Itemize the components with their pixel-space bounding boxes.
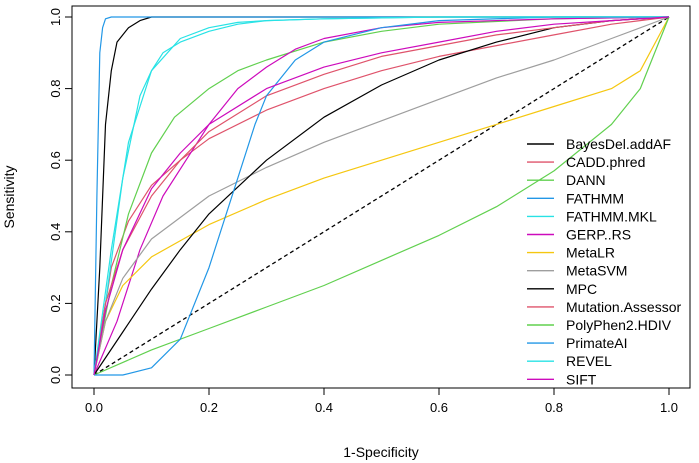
legend-label: DANN bbox=[566, 172, 606, 188]
legend-label: Mutation.Assessor bbox=[566, 299, 681, 315]
plot-frame bbox=[71, 5, 691, 389]
series-line-sift bbox=[93, 16, 670, 376]
x-tick-label: 0.2 bbox=[200, 400, 218, 415]
y-tick-label: 1.0 bbox=[48, 8, 63, 26]
series-line-primateai bbox=[94, 16, 669, 376]
y-tick-label: 0.8 bbox=[48, 80, 63, 98]
legend-label: MetaLR bbox=[566, 245, 615, 261]
y-axis-title: Sensitivity bbox=[1, 165, 17, 228]
legend-label: SIFT bbox=[566, 371, 597, 387]
x-tick-label: 0.6 bbox=[430, 400, 448, 415]
legend-label: GERP..RS bbox=[566, 227, 631, 243]
y-axis: 0.0 0.2 0.4 0.6 0.8 1.0 bbox=[48, 8, 72, 384]
y-tick-label: 0.4 bbox=[48, 223, 63, 241]
series-line-dann bbox=[93, 16, 670, 376]
series-line-gerp-rs bbox=[93, 16, 670, 376]
legend-label: PrimateAI bbox=[566, 335, 627, 351]
x-tick-label: 0.0 bbox=[85, 400, 103, 415]
series-group bbox=[93, 16, 670, 376]
x-axis: 0.0 0.2 0.4 0.6 0.8 1.0 bbox=[85, 388, 678, 415]
series-line-revel bbox=[93, 16, 669, 376]
legend-label: FATHMM bbox=[566, 190, 624, 206]
y-tick-label: 0.0 bbox=[48, 366, 63, 384]
y-tick-label: 0.6 bbox=[48, 151, 63, 169]
x-tick-label: 0.4 bbox=[315, 400, 333, 415]
legend-label: FATHMM.MKL bbox=[566, 208, 657, 224]
x-tick-label: 0.8 bbox=[545, 400, 563, 415]
series-line-metalr bbox=[93, 16, 670, 376]
series-line-polyphen2-hdiv bbox=[93, 16, 670, 376]
legend-label: PolyPhen2.HDIV bbox=[566, 317, 672, 333]
series-line-cadd-phred bbox=[93, 16, 670, 376]
x-axis-title: 1-Specificity bbox=[343, 444, 418, 460]
legend: BayesDel.addAF CADD.phred DANN FATHMM FATHMM… bbox=[527, 136, 681, 387]
legend-label: MetaSVM bbox=[566, 263, 627, 279]
legend-label: REVEL bbox=[566, 353, 612, 369]
x-tick-label: 1.0 bbox=[660, 400, 678, 415]
legend-label: CADD.phred bbox=[566, 154, 645, 170]
legend-label: BayesDel.addAF bbox=[566, 136, 671, 152]
series-line-metasvm bbox=[93, 16, 670, 376]
y-tick-label: 0.2 bbox=[48, 294, 63, 312]
legend-label: MPC bbox=[566, 281, 597, 297]
